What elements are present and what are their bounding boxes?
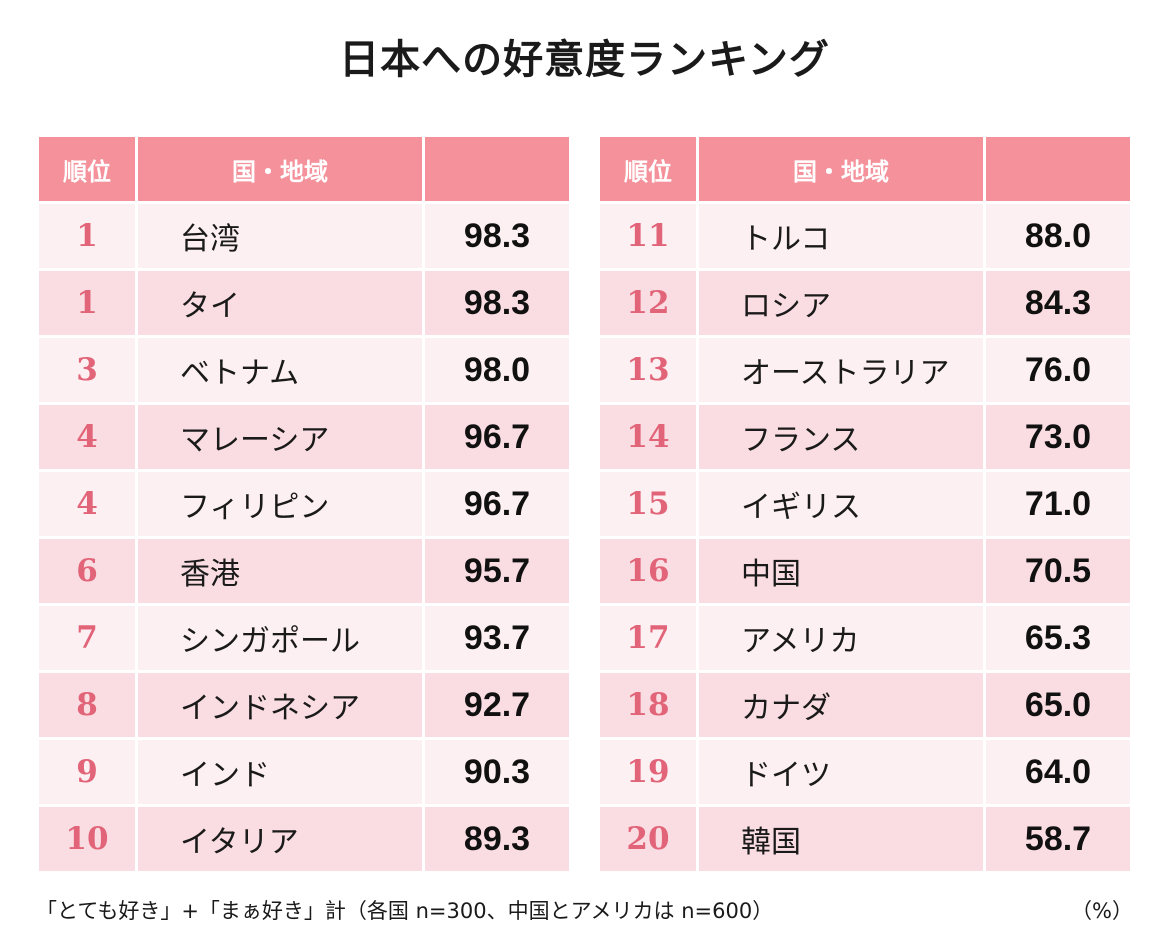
table-header-row: 順位 国・地域 <box>39 137 569 201</box>
rank-cell: 4 <box>39 405 135 469</box>
table-row: 9 インド 90.3 <box>39 740 569 804</box>
header-value <box>986 137 1130 201</box>
table-row: 12 ロシア 84.3 <box>600 271 1130 335</box>
table-row: 20 韓国 58.7 <box>600 807 1130 871</box>
country-cell: カナダ <box>699 673 983 737</box>
value-cell: 90.3 <box>425 740 569 804</box>
country-cell: オーストラリア <box>699 338 983 402</box>
value-cell: 98.3 <box>425 204 569 268</box>
ranking-table-right: 順位 国・地域 11 トルコ 88.0 12 ロシア 84.3 13 オーストラリア 76.0 1… <box>597 134 1133 874</box>
rank-cell: 18 <box>600 673 696 737</box>
table-row: 15 イギリス 71.0 <box>600 472 1130 536</box>
value-cell: 98.3 <box>425 271 569 335</box>
value-cell: 96.7 <box>425 405 569 469</box>
header-value <box>425 137 569 201</box>
table-row: 17 アメリカ 65.3 <box>600 606 1130 670</box>
table-row: 16 中国 70.5 <box>600 539 1130 603</box>
rank-cell: 11 <box>600 204 696 268</box>
country-cell: マレーシア <box>138 405 422 469</box>
value-cell: 89.3 <box>425 807 569 871</box>
rank-cell: 1 <box>39 271 135 335</box>
value-cell: 70.5 <box>986 539 1130 603</box>
country-cell: ロシア <box>699 271 983 335</box>
rank-cell: 12 <box>600 271 696 335</box>
rank-cell: 13 <box>600 338 696 402</box>
country-cell: イタリア <box>138 807 422 871</box>
chart-title: 日本への好意度ランキング <box>339 37 830 83</box>
table-row: 1 台湾 98.3 <box>39 204 569 268</box>
table-row: 14 フランス 73.0 <box>600 405 1130 469</box>
country-cell: 韓国 <box>699 807 983 871</box>
value-cell: 98.0 <box>425 338 569 402</box>
country-cell: 香港 <box>138 539 422 603</box>
value-cell: 84.3 <box>986 271 1130 335</box>
table-row: 10 イタリア 89.3 <box>39 807 569 871</box>
country-cell: ドイツ <box>699 740 983 804</box>
value-cell: 64.0 <box>986 740 1130 804</box>
rank-cell: 1 <box>39 204 135 268</box>
table-row: 4 マレーシア 96.7 <box>39 405 569 469</box>
table-row: 8 インドネシア 92.7 <box>39 673 569 737</box>
country-cell: インドネシア <box>138 673 422 737</box>
rank-cell: 16 <box>600 539 696 603</box>
value-cell: 93.7 <box>425 606 569 670</box>
value-cell: 96.7 <box>425 472 569 536</box>
table-row: 7 シンガポール 93.7 <box>39 606 569 670</box>
value-cell: 92.7 <box>425 673 569 737</box>
country-cell: フランス <box>699 405 983 469</box>
header-rank: 順位 <box>39 137 135 201</box>
survey-note: 「とても好き」+「まぁ好き」計（各国 n=300、中国とアメリカは n=600） <box>36 899 774 923</box>
table-header-row: 順位 国・地域 <box>600 137 1130 201</box>
rank-cell: 9 <box>39 740 135 804</box>
table-row: 4 フィリピン 96.7 <box>39 472 569 536</box>
country-cell: イギリス <box>699 472 983 536</box>
country-cell: シンガポール <box>138 606 422 670</box>
table-row: 3 ベトナム 98.0 <box>39 338 569 402</box>
country-cell: ベトナム <box>138 338 422 402</box>
value-cell: 58.7 <box>986 807 1130 871</box>
country-cell: 中国 <box>699 539 983 603</box>
rank-cell: 4 <box>39 472 135 536</box>
rank-cell: 7 <box>39 606 135 670</box>
rank-cell: 6 <box>39 539 135 603</box>
table-row: 19 ドイツ 64.0 <box>600 740 1130 804</box>
value-cell: 88.0 <box>986 204 1130 268</box>
country-cell: トルコ <box>699 204 983 268</box>
value-cell: 73.0 <box>986 405 1130 469</box>
value-cell: 95.7 <box>425 539 569 603</box>
rank-cell: 20 <box>600 807 696 871</box>
unit-label: （%） <box>1071 899 1133 923</box>
ranking-table-left: 順位 国・地域 1 台湾 98.3 1 タイ 98.3 3 ベトナム 98.0 4 マレーシア 96.… <box>36 134 572 874</box>
country-cell: 台湾 <box>138 204 422 268</box>
country-cell: アメリカ <box>699 606 983 670</box>
header-rank: 順位 <box>600 137 696 201</box>
value-cell: 65.3 <box>986 606 1130 670</box>
table-row: 6 香港 95.7 <box>39 539 569 603</box>
rank-cell: 19 <box>600 740 696 804</box>
rank-cell: 14 <box>600 405 696 469</box>
country-cell: フィリピン <box>138 472 422 536</box>
rank-cell: 8 <box>39 673 135 737</box>
value-cell: 65.0 <box>986 673 1130 737</box>
table-row: 1 タイ 98.3 <box>39 271 569 335</box>
rank-cell: 10 <box>39 807 135 871</box>
header-country: 国・地域 <box>699 137 983 201</box>
value-cell: 76.0 <box>986 338 1130 402</box>
rank-cell: 15 <box>600 472 696 536</box>
table-row: 18 カナダ 65.0 <box>600 673 1130 737</box>
table-row: 11 トルコ 88.0 <box>600 204 1130 268</box>
country-cell: インド <box>138 740 422 804</box>
header-country: 国・地域 <box>138 137 422 201</box>
rank-cell: 3 <box>39 338 135 402</box>
value-cell: 71.0 <box>986 472 1130 536</box>
table-row: 13 オーストラリア 76.0 <box>600 338 1130 402</box>
country-cell: タイ <box>138 271 422 335</box>
rank-cell: 17 <box>600 606 696 670</box>
